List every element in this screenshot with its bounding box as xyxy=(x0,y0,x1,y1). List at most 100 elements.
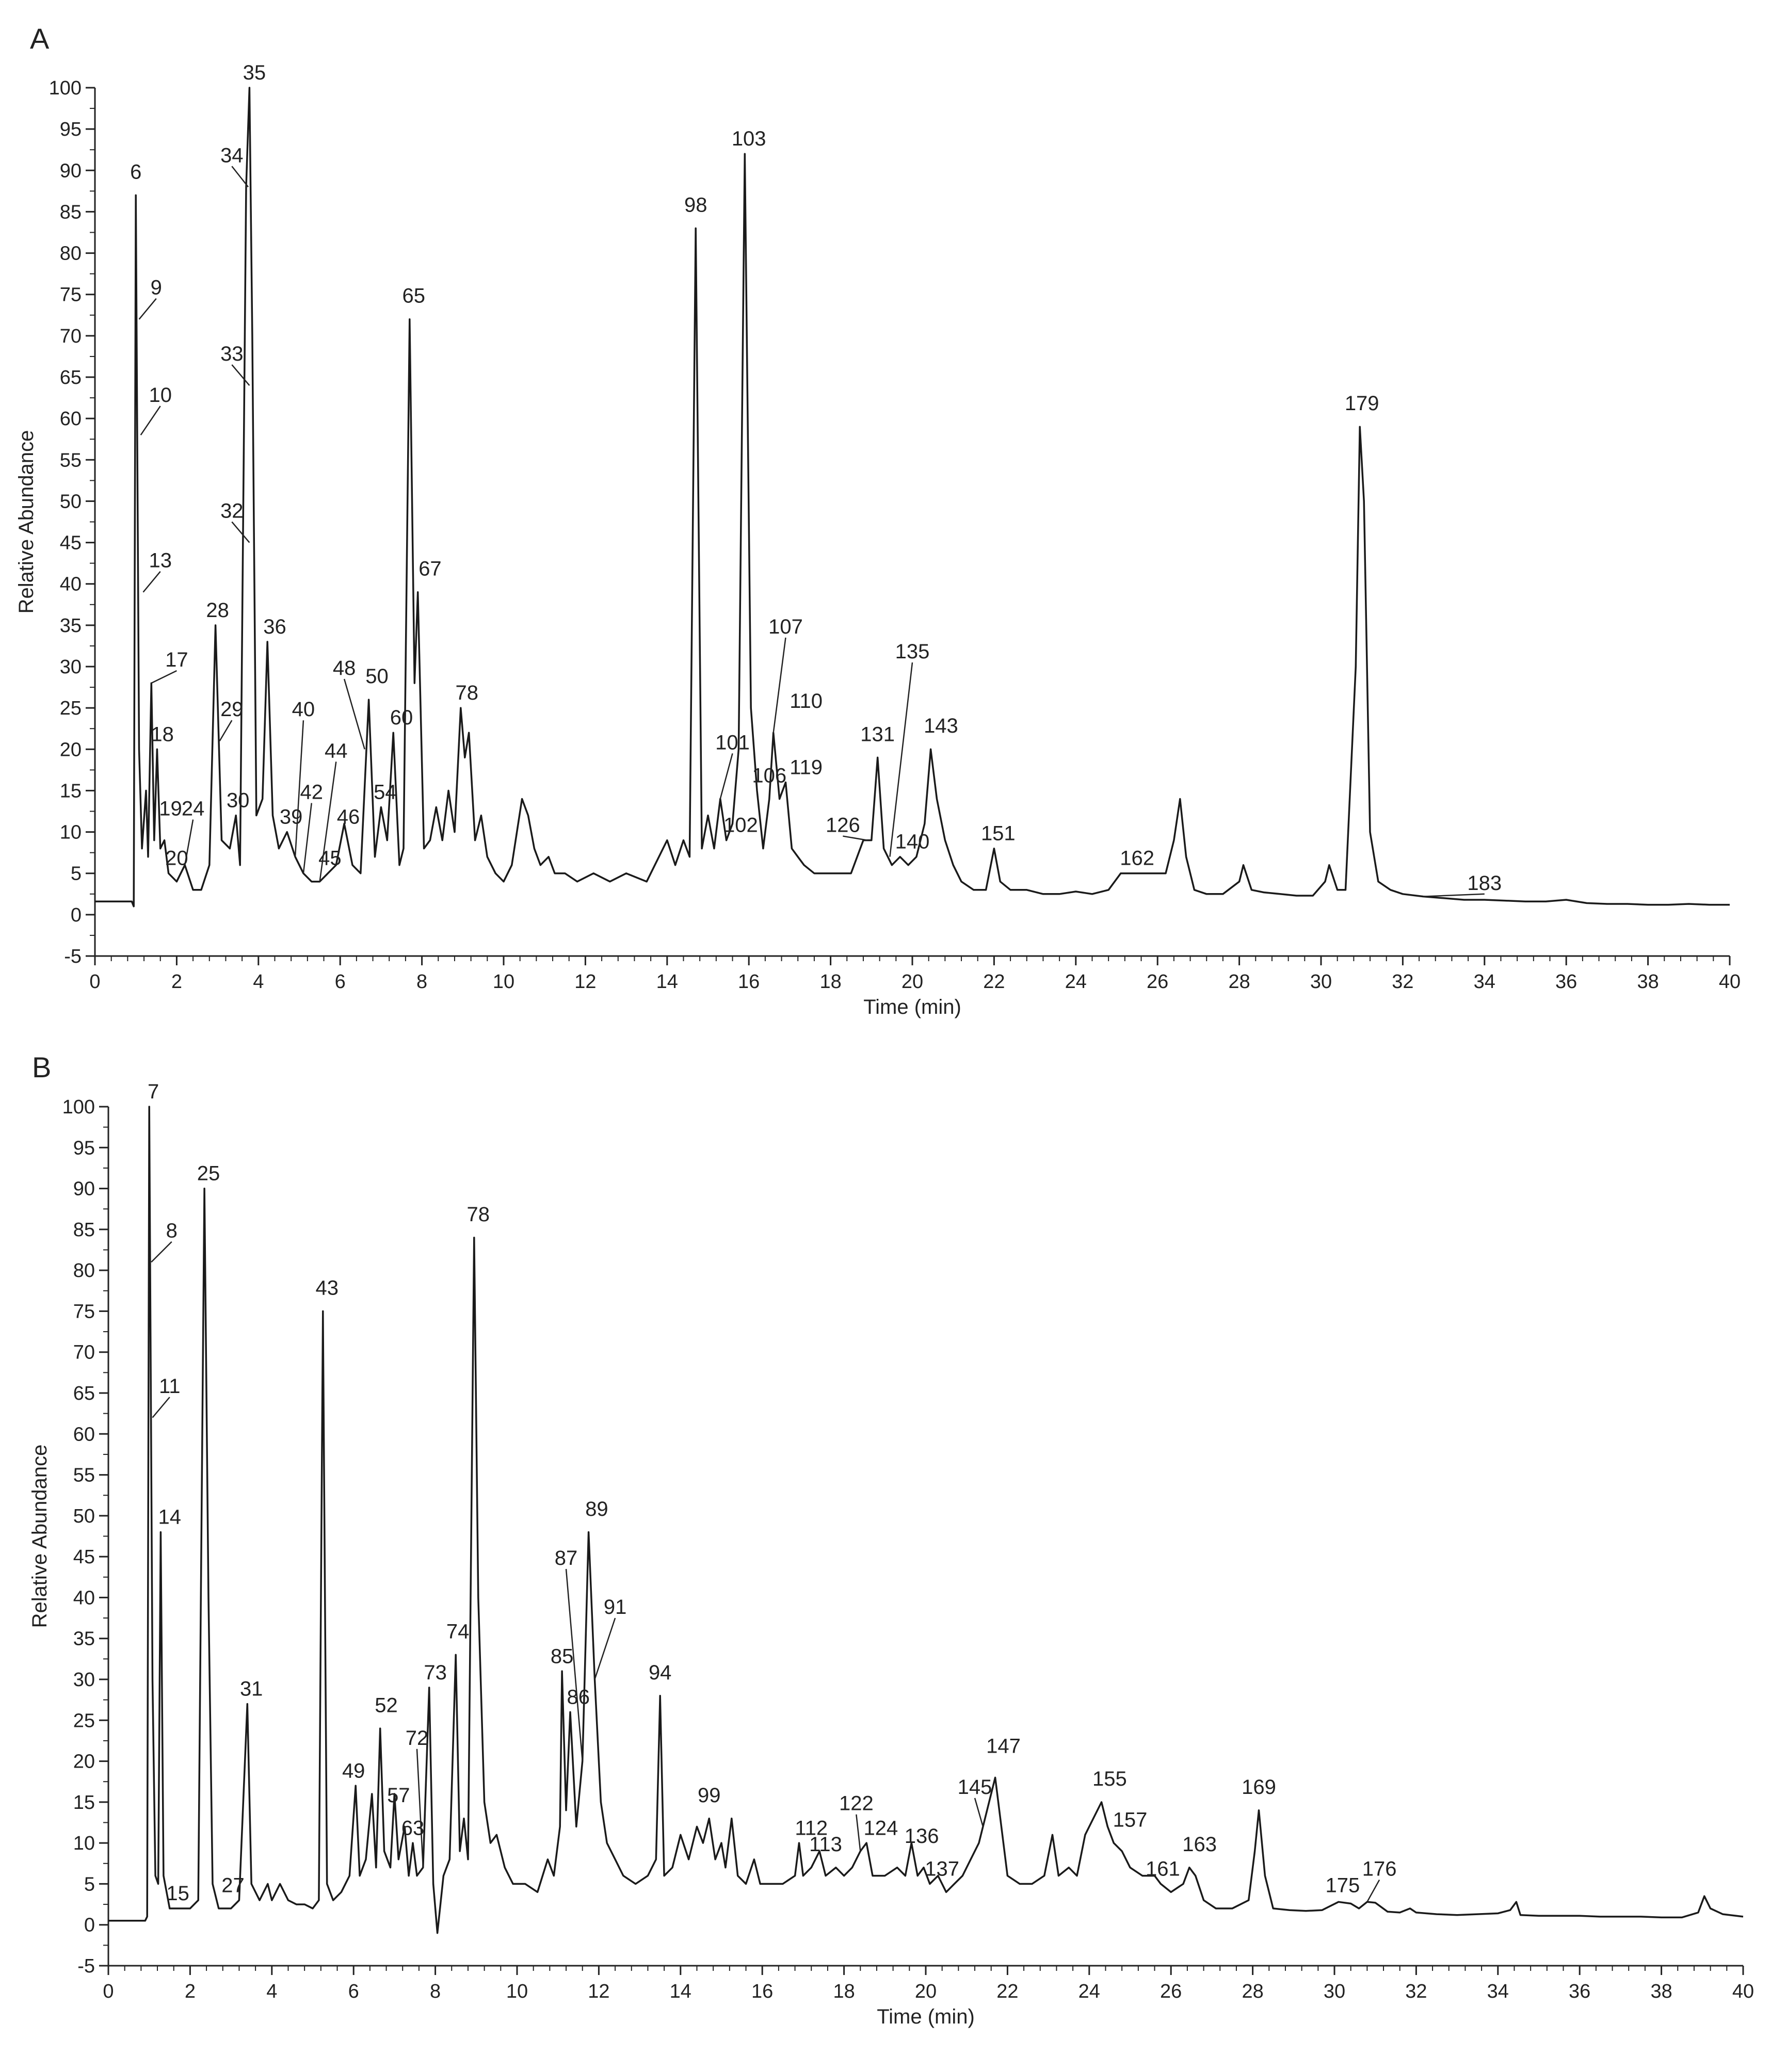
x-tick-label: 40 xyxy=(1732,1981,1754,2002)
y-tick-label: 50 xyxy=(60,491,82,512)
peak-label: 176 xyxy=(1362,1858,1397,1881)
peak-label: 78 xyxy=(467,1203,490,1226)
chromatogram-trace xyxy=(108,1106,1744,1934)
y-tick-label: 30 xyxy=(60,656,82,678)
y-tick-label: 65 xyxy=(73,1383,95,1404)
peak-leader-line xyxy=(1366,1879,1380,1902)
y-tick-label: 15 xyxy=(60,780,82,802)
peak-leader-line xyxy=(294,720,304,857)
x-tick-label: 32 xyxy=(1392,971,1413,993)
peak-label: 147 xyxy=(986,1735,1021,1758)
peak-label: 43 xyxy=(315,1277,339,1300)
x-tick-label: 36 xyxy=(1569,1981,1590,2002)
x-tick-label: 24 xyxy=(1065,971,1087,993)
y-tick-label: 40 xyxy=(60,574,82,595)
y-tick-label: 95 xyxy=(60,119,82,140)
x-tick-label: 6 xyxy=(335,971,346,993)
x-axis-title: Time (min) xyxy=(863,996,961,1018)
peak-label: 91 xyxy=(604,1596,627,1618)
x-tick-label: 0 xyxy=(103,1981,114,2002)
x-tick-label: 22 xyxy=(983,971,1005,993)
peak-label: 169 xyxy=(1242,1776,1276,1799)
y-tick-label: 70 xyxy=(73,1342,95,1364)
peak-label: 19 xyxy=(159,798,182,820)
peak-label: 13 xyxy=(149,549,172,572)
x-tick-label: 4 xyxy=(253,971,264,993)
peak-label: 24 xyxy=(182,798,205,820)
peak-label: 57 xyxy=(387,1784,410,1807)
x-tick-label: 14 xyxy=(656,971,678,993)
peak-label: 10 xyxy=(149,384,172,407)
y-tick-label: 20 xyxy=(60,739,82,760)
peak-label: 60 xyxy=(390,706,413,729)
y-tick-label: 25 xyxy=(73,1710,95,1731)
x-tick-label: 16 xyxy=(738,971,760,993)
peak-label: 98 xyxy=(684,193,707,216)
peak-leader-line xyxy=(231,521,250,543)
peak-label: 67 xyxy=(418,558,442,580)
peak-label: 14 xyxy=(158,1506,182,1529)
peak-label: 89 xyxy=(585,1498,608,1520)
peak-label: 25 xyxy=(197,1162,220,1185)
peak-label: 161 xyxy=(1146,1858,1180,1881)
y-tick-label: 70 xyxy=(60,326,82,347)
panel-label: A xyxy=(30,22,50,55)
peak-label: 78 xyxy=(455,682,478,704)
x-tick-label: 16 xyxy=(751,1981,773,2002)
peak-label: 175 xyxy=(1325,1874,1360,1897)
peak-leader-line xyxy=(151,670,177,684)
y-tick-label: -5 xyxy=(64,946,82,967)
peak-label: 112 xyxy=(795,1817,828,1839)
x-tick-label: 34 xyxy=(1487,1981,1509,2002)
peak-label: 103 xyxy=(732,127,766,150)
y-tick-label: 55 xyxy=(60,449,82,471)
x-axis-title: Time (min) xyxy=(877,2005,975,2028)
y-tick-label: 30 xyxy=(73,1669,95,1691)
x-tick-label: 22 xyxy=(996,1981,1018,2002)
peak-leader-line xyxy=(594,1617,616,1680)
panel-label: B xyxy=(32,1051,52,1083)
y-tick-label: 75 xyxy=(60,284,82,306)
x-tick-label: 10 xyxy=(506,1981,528,2002)
peak-label: 155 xyxy=(1092,1768,1127,1790)
peak-label: 162 xyxy=(1120,847,1154,870)
peak-leader-line xyxy=(231,166,249,188)
peak-label: 7 xyxy=(148,1080,159,1103)
x-tick-label: 26 xyxy=(1160,1981,1182,2002)
peak-leader-line xyxy=(1423,893,1485,897)
peak-label: 54 xyxy=(374,781,397,803)
x-tick-label: 38 xyxy=(1650,1981,1672,2002)
peak-label: 46 xyxy=(337,806,360,829)
peak-label: 18 xyxy=(151,723,174,746)
peak-label: 11 xyxy=(159,1375,181,1398)
y-tick-label: 20 xyxy=(73,1751,95,1773)
y-tick-label: 65 xyxy=(60,367,82,388)
peak-label: 35 xyxy=(243,61,266,84)
y-tick-label: 35 xyxy=(60,615,82,637)
y-tick-label: 55 xyxy=(73,1465,95,1486)
x-tick-label: 10 xyxy=(493,971,514,993)
x-tick-label: 28 xyxy=(1242,1981,1263,2002)
peak-label: 52 xyxy=(375,1694,398,1717)
peak-leader-line xyxy=(138,298,157,320)
x-tick-label: 38 xyxy=(1637,971,1659,993)
x-tick-label: 2 xyxy=(185,1981,196,2002)
peak-label: 73 xyxy=(424,1661,447,1684)
y-tick-label: 80 xyxy=(73,1260,95,1282)
y-tick-label: 5 xyxy=(84,1873,95,1895)
y-tick-label: 85 xyxy=(73,1219,95,1241)
peak-label: 110 xyxy=(790,690,823,713)
y-tick-label: 80 xyxy=(60,243,82,265)
y-axis-title: Relative Abundance xyxy=(15,430,38,614)
peak-label: 29 xyxy=(220,698,244,721)
peak-leader-line xyxy=(843,835,868,841)
peak-label: 72 xyxy=(406,1727,429,1750)
peak-label: 157 xyxy=(1113,1808,1148,1831)
chromatogram-trace xyxy=(95,87,1730,908)
peak-label: 9 xyxy=(151,277,162,299)
y-tick-label: 0 xyxy=(84,1915,95,1936)
peak-label: 126 xyxy=(826,814,860,837)
y-tick-label: 45 xyxy=(60,532,82,554)
peak-label: 49 xyxy=(342,1759,365,1782)
peak-label: 87 xyxy=(555,1547,578,1569)
